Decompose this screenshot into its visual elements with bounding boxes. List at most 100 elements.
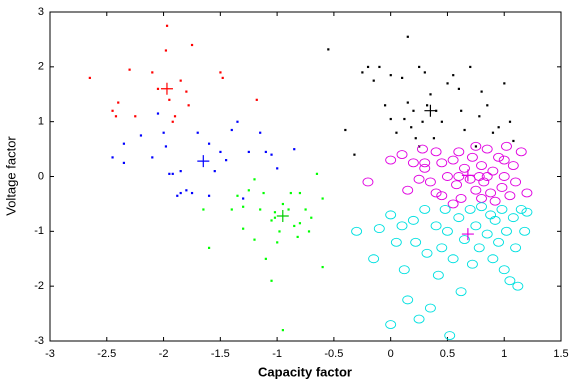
point — [164, 145, 168, 148]
point — [419, 163, 431, 173]
point — [134, 115, 137, 118]
point — [151, 156, 154, 159]
point — [122, 161, 126, 164]
point — [424, 303, 436, 313]
point — [481, 144, 493, 154]
point — [259, 131, 262, 134]
point — [402, 295, 414, 305]
point — [418, 145, 421, 148]
point — [476, 202, 487, 212]
point — [521, 207, 533, 217]
point — [407, 158, 419, 168]
point — [383, 104, 387, 107]
point — [168, 98, 171, 101]
point — [173, 115, 177, 118]
point — [242, 205, 245, 208]
point — [410, 126, 413, 129]
point — [508, 120, 512, 123]
point — [385, 155, 397, 165]
point — [424, 177, 436, 187]
point — [219, 150, 222, 154]
x-tick-label: -1.5 — [211, 348, 230, 360]
point — [432, 137, 436, 140]
point — [410, 237, 422, 247]
point — [519, 226, 531, 236]
point — [395, 131, 398, 134]
point — [213, 170, 216, 173]
point — [407, 215, 419, 225]
point — [270, 219, 273, 222]
point — [512, 139, 515, 143]
point — [497, 126, 500, 129]
point — [264, 257, 267, 260]
point — [489, 196, 501, 206]
point — [114, 115, 118, 118]
point — [287, 208, 290, 211]
x-axis-label: Capacity factor — [258, 364, 352, 379]
point — [253, 178, 256, 181]
point — [432, 270, 444, 280]
point — [270, 279, 273, 282]
x-tick-label: 0 — [388, 348, 394, 360]
point — [164, 49, 168, 52]
point — [521, 188, 533, 198]
x-tick-label: -0.5 — [324, 348, 343, 360]
point — [470, 185, 482, 195]
point — [276, 167, 279, 170]
point — [304, 208, 307, 211]
centroid — [461, 228, 474, 241]
point — [185, 90, 188, 93]
point — [179, 170, 182, 173]
point — [185, 189, 188, 192]
point — [481, 172, 493, 181]
point — [453, 147, 465, 157]
point — [487, 254, 499, 264]
point — [418, 65, 421, 69]
x-tick-label: -2 — [159, 348, 169, 360]
y-tick-label: 1 — [38, 116, 44, 128]
point — [298, 222, 302, 225]
centroid — [461, 169, 474, 182]
point — [315, 172, 319, 175]
point — [429, 93, 432, 96]
centroid — [197, 155, 210, 168]
point — [276, 241, 279, 244]
point — [255, 98, 258, 101]
y-tick-label: 2 — [38, 61, 44, 73]
point — [368, 254, 380, 264]
point — [190, 43, 194, 47]
point — [187, 104, 190, 107]
point — [396, 221, 408, 231]
point — [207, 142, 211, 145]
point — [423, 71, 426, 74]
point — [414, 137, 417, 140]
point — [390, 237, 402, 247]
centroid — [160, 82, 173, 95]
point — [412, 109, 415, 112]
point — [402, 185, 414, 195]
centroid — [424, 104, 437, 117]
point — [452, 74, 455, 77]
point — [507, 161, 519, 170]
point — [230, 208, 233, 211]
point — [247, 189, 250, 192]
point — [419, 204, 431, 214]
point — [156, 87, 160, 90]
point — [459, 235, 470, 245]
point — [457, 87, 460, 90]
point — [298, 191, 302, 195]
point — [236, 194, 239, 197]
point — [498, 172, 510, 181]
point — [474, 145, 478, 148]
point — [413, 174, 425, 184]
point — [207, 194, 211, 197]
point — [310, 216, 313, 219]
point — [366, 65, 370, 69]
point — [463, 128, 466, 132]
x-tick-label: 0.5 — [440, 348, 455, 360]
point — [398, 265, 410, 275]
point — [307, 230, 311, 233]
point — [344, 128, 347, 132]
point — [111, 156, 114, 159]
